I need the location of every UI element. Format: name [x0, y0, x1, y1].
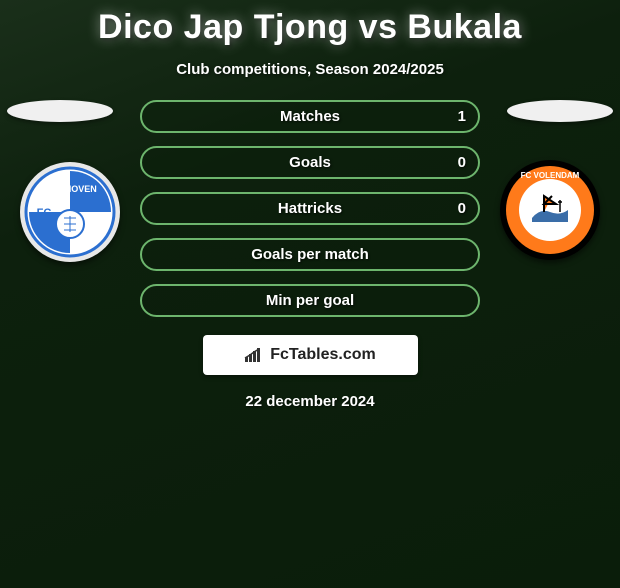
stat-row-hattricks: Hattricks 0: [140, 192, 480, 225]
comparison-content: EINDHOVEN FC FC VOLENDAM Matches 1 Goals…: [0, 100, 620, 410]
stat-label: Hattricks: [278, 200, 342, 217]
stat-label: Goals per match: [251, 246, 369, 263]
svg-text:FC VOLENDAM: FC VOLENDAM: [521, 171, 580, 180]
chart-icon: [244, 347, 266, 363]
player-right-flag: [507, 100, 613, 122]
svg-text:EINDHOVEN: EINDHOVEN: [43, 184, 97, 194]
stats-list: Matches 1 Goals 0 Hattricks 0 Goals per …: [140, 100, 480, 317]
stat-right-value: 1: [458, 108, 466, 125]
stat-right-value: 0: [458, 200, 466, 217]
brand-attribution[interactable]: FcTables.com: [203, 335, 418, 375]
stat-row-goals-per-match: Goals per match: [140, 238, 480, 271]
comparison-date: 22 december 2024: [0, 393, 620, 410]
comparison-subtitle: Club competitions, Season 2024/2025: [0, 61, 620, 78]
player-left-flag: [7, 100, 113, 122]
stat-label: Matches: [280, 108, 340, 125]
stat-right-value: 0: [458, 154, 466, 171]
brand-label: FcTables.com: [244, 346, 376, 364]
svg-text:FC: FC: [37, 207, 52, 219]
brand-text: FcTables.com: [270, 346, 376, 364]
fc-volendam-icon: FC VOLENDAM: [500, 160, 600, 260]
stat-row-goals: Goals 0: [140, 146, 480, 179]
stat-label: Goals: [289, 154, 331, 171]
fc-eindhoven-icon: EINDHOVEN FC: [24, 166, 116, 258]
stat-label: Min per goal: [266, 292, 354, 309]
comparison-title: Dico Jap Tjong vs Bukala: [0, 8, 620, 47]
stat-row-matches: Matches 1: [140, 100, 480, 133]
club-badge-left: EINDHOVEN FC: [20, 162, 120, 262]
club-badge-right: FC VOLENDAM: [500, 160, 600, 260]
stat-row-min-per-goal: Min per goal: [140, 284, 480, 317]
